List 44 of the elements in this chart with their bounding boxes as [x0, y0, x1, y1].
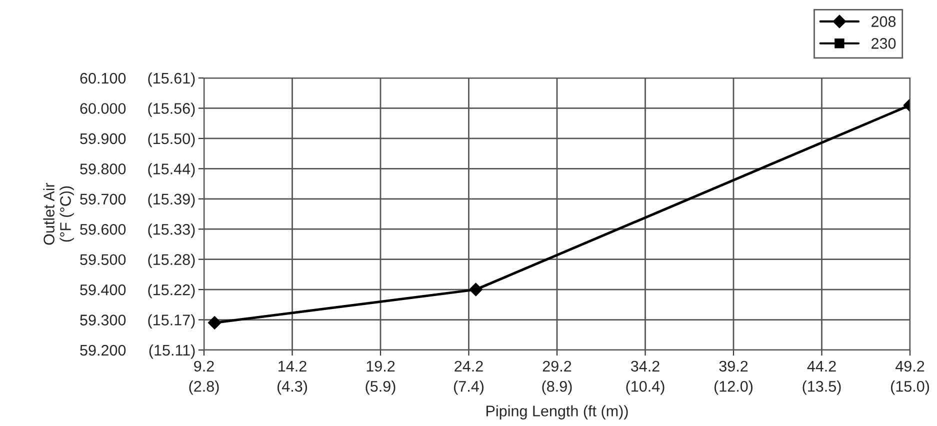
x-tick-label: 24.2 [454, 360, 483, 372]
x2-tick-label: (7.4) [454, 380, 484, 395]
x-tick-label: 19.2 [366, 360, 395, 372]
y-tick-label: 59.900 [80, 133, 126, 144]
point [469, 282, 482, 296]
x-tick-label: 29.2 [542, 360, 572, 372]
y-tick-label: 59.300 [80, 314, 126, 326]
y-tick-label: 59.400 [80, 284, 126, 296]
y-tick-label: 59.500 [80, 254, 126, 266]
point [208, 316, 222, 330]
y-tick-label: 59.200 [80, 344, 126, 356]
x-tick-label: 39.2 [719, 360, 748, 372]
y2-tick-label: (15.50) [148, 132, 195, 148]
x-tick-label: 44.2 [807, 360, 836, 372]
y2-tick-label: (15.28) [148, 254, 195, 268]
x2-tick-label: (15.0) [890, 380, 930, 395]
y2-tick-label: (15.33) [148, 224, 195, 238]
y-tick-label: 59.600 [80, 224, 126, 235]
x-tick-label: 49.2 [895, 360, 924, 372]
y2-tick-label: (15.56) [148, 102, 195, 117]
y2-tick-label: (15.44) [148, 163, 195, 178]
legend-label: 230 [872, 38, 896, 49]
x-tick-label: 14.2 [278, 360, 306, 372]
y-tick-label: 59.800 [80, 164, 126, 174]
x2-tick-label: (2.8) [189, 380, 219, 395]
y-tick-label: 59.700 [80, 194, 126, 205]
legend-label: 208 [872, 16, 896, 27]
y-axis-title: Outlet Air (°F (°C)) [43, 182, 74, 245]
x2-tick-label: (5.9) [366, 380, 396, 395]
y-tick-label: 60.000 [80, 103, 126, 114]
y2-tick-label: (15.39) [148, 193, 195, 208]
y2-tick-label: (15.11) [149, 344, 195, 359]
x2-tick-label: (4.3) [277, 380, 308, 395]
x-axis-title: Piping Length (ft (m)) [486, 405, 628, 420]
x-tick-label: 9.2 [194, 360, 214, 372]
y-tick-label: 60.100 [80, 72, 126, 84]
x2-tick-label: (13.5) [802, 380, 841, 395]
x2-tick-label: (8.9) [542, 380, 572, 395]
y2-tick-label: (15.22) [148, 284, 195, 298]
x-tick-label: 34.2 [630, 360, 660, 372]
y2-tick-label: (15.17) [148, 314, 195, 328]
y2-tick-label: (15.61) [148, 72, 195, 87]
x2-tick-label: (10.4) [626, 380, 664, 395]
x2-tick-label: (12.0) [714, 380, 753, 395]
